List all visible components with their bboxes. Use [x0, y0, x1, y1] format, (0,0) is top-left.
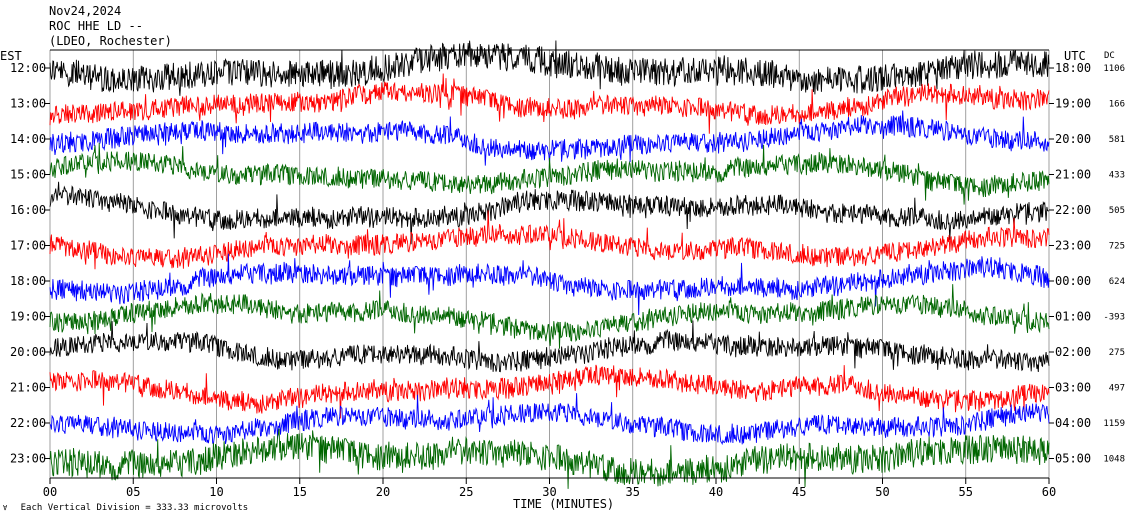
dc-offset-label: 497: [1109, 384, 1125, 394]
utc-hour-label: 18:00: [1055, 61, 1091, 75]
x-tick-label: 30: [542, 485, 556, 499]
dc-offset-label: 624: [1109, 277, 1125, 287]
trace-6: [49, 253, 1050, 316]
utc-hour-label: 01:00: [1055, 310, 1091, 324]
est-hour-label: 14:00: [10, 132, 46, 146]
est-hour-label: 13:00: [10, 97, 46, 111]
dc-offset-label: 1048: [1103, 455, 1125, 465]
est-hour-label: 16:00: [10, 203, 46, 217]
trace-0: [49, 40, 1050, 96]
est-zone-label: EST: [0, 49, 22, 63]
utc-hour-label: 22:00: [1055, 203, 1091, 217]
x-tick-label: 45: [792, 485, 806, 499]
dc-offset-label: 166: [1109, 100, 1125, 110]
dc-offset-label: 275: [1109, 348, 1125, 358]
utc-hour-label: 04:00: [1055, 416, 1091, 430]
x-tick-label: 40: [709, 485, 723, 499]
est-hour-label: 19:00: [10, 310, 46, 324]
vertical-division-note: Each Vertical Division = 333.33 microvol…: [20, 503, 249, 513]
trace-11: [49, 428, 1050, 489]
x-tick-label: 05: [126, 485, 140, 499]
est-hour-label: 17:00: [10, 239, 46, 253]
trace-7: [49, 284, 1050, 349]
x-tick-label: 55: [959, 485, 973, 499]
est-hour-label: 18:00: [10, 274, 46, 288]
x-tick-label: 20: [376, 485, 390, 499]
plot-date: Nov24,2024: [49, 4, 122, 18]
footer-mark: ∀: [3, 504, 8, 512]
utc-hour-label: 21:00: [1055, 168, 1091, 182]
x-tick-label: 50: [875, 485, 889, 499]
dc-offset-label: 1106: [1103, 64, 1125, 74]
est-hour-label: 23:00: [10, 452, 46, 466]
footer-scale-note: ∀ Each Vertical Division = 333.33 microv…: [3, 501, 248, 515]
trace-1: [49, 73, 1050, 134]
dc-offset-label: -393: [1103, 313, 1125, 323]
x-tick-label: 60: [1042, 485, 1056, 499]
x-tick-label: 10: [209, 485, 223, 499]
utc-hour-label: 05:00: [1055, 452, 1091, 466]
utc-hour-label: 19:00: [1055, 97, 1091, 111]
network-name: (LDEO, Rochester): [49, 34, 172, 48]
trace-4: [49, 181, 1050, 245]
est-hour-label: 22:00: [10, 416, 46, 430]
dc-header: DC: [1104, 51, 1115, 61]
dc-offset-label: 581: [1109, 135, 1125, 145]
trace-9: [49, 364, 1050, 419]
dc-offset-label: 433: [1109, 171, 1125, 181]
est-hour-label: 20:00: [10, 345, 46, 359]
trace-5: [49, 210, 1050, 270]
dc-offset-label: 1159: [1103, 419, 1125, 429]
station-code: ROC HHE LD --: [49, 19, 143, 33]
utc-hour-label: 23:00: [1055, 239, 1091, 253]
dc-offset-label: 725: [1109, 242, 1125, 252]
utc-hour-label: 00:00: [1055, 274, 1091, 288]
utc-hour-label: 02:00: [1055, 345, 1091, 359]
x-tick-label: 15: [293, 485, 307, 499]
traces: [49, 40, 1050, 489]
trace-3: [49, 142, 1050, 205]
est-hour-label: 21:00: [10, 381, 46, 395]
utc-hour-label: 20:00: [1055, 132, 1091, 146]
utc-hour-label: 03:00: [1055, 381, 1091, 395]
x-axis-title: TIME (MINUTES): [513, 497, 615, 511]
est-hour-label: 15:00: [10, 168, 46, 182]
est-hour-label: 12:00: [10, 61, 46, 75]
utc-zone-label: UTC: [1064, 49, 1086, 63]
trace-10: [49, 393, 1050, 446]
x-tick-label: 35: [626, 485, 640, 499]
x-tick-label: 00: [43, 485, 57, 499]
x-tick-label: 25: [459, 485, 473, 499]
trace-8: [49, 320, 1050, 373]
dc-offset-label: 505: [1109, 206, 1125, 216]
